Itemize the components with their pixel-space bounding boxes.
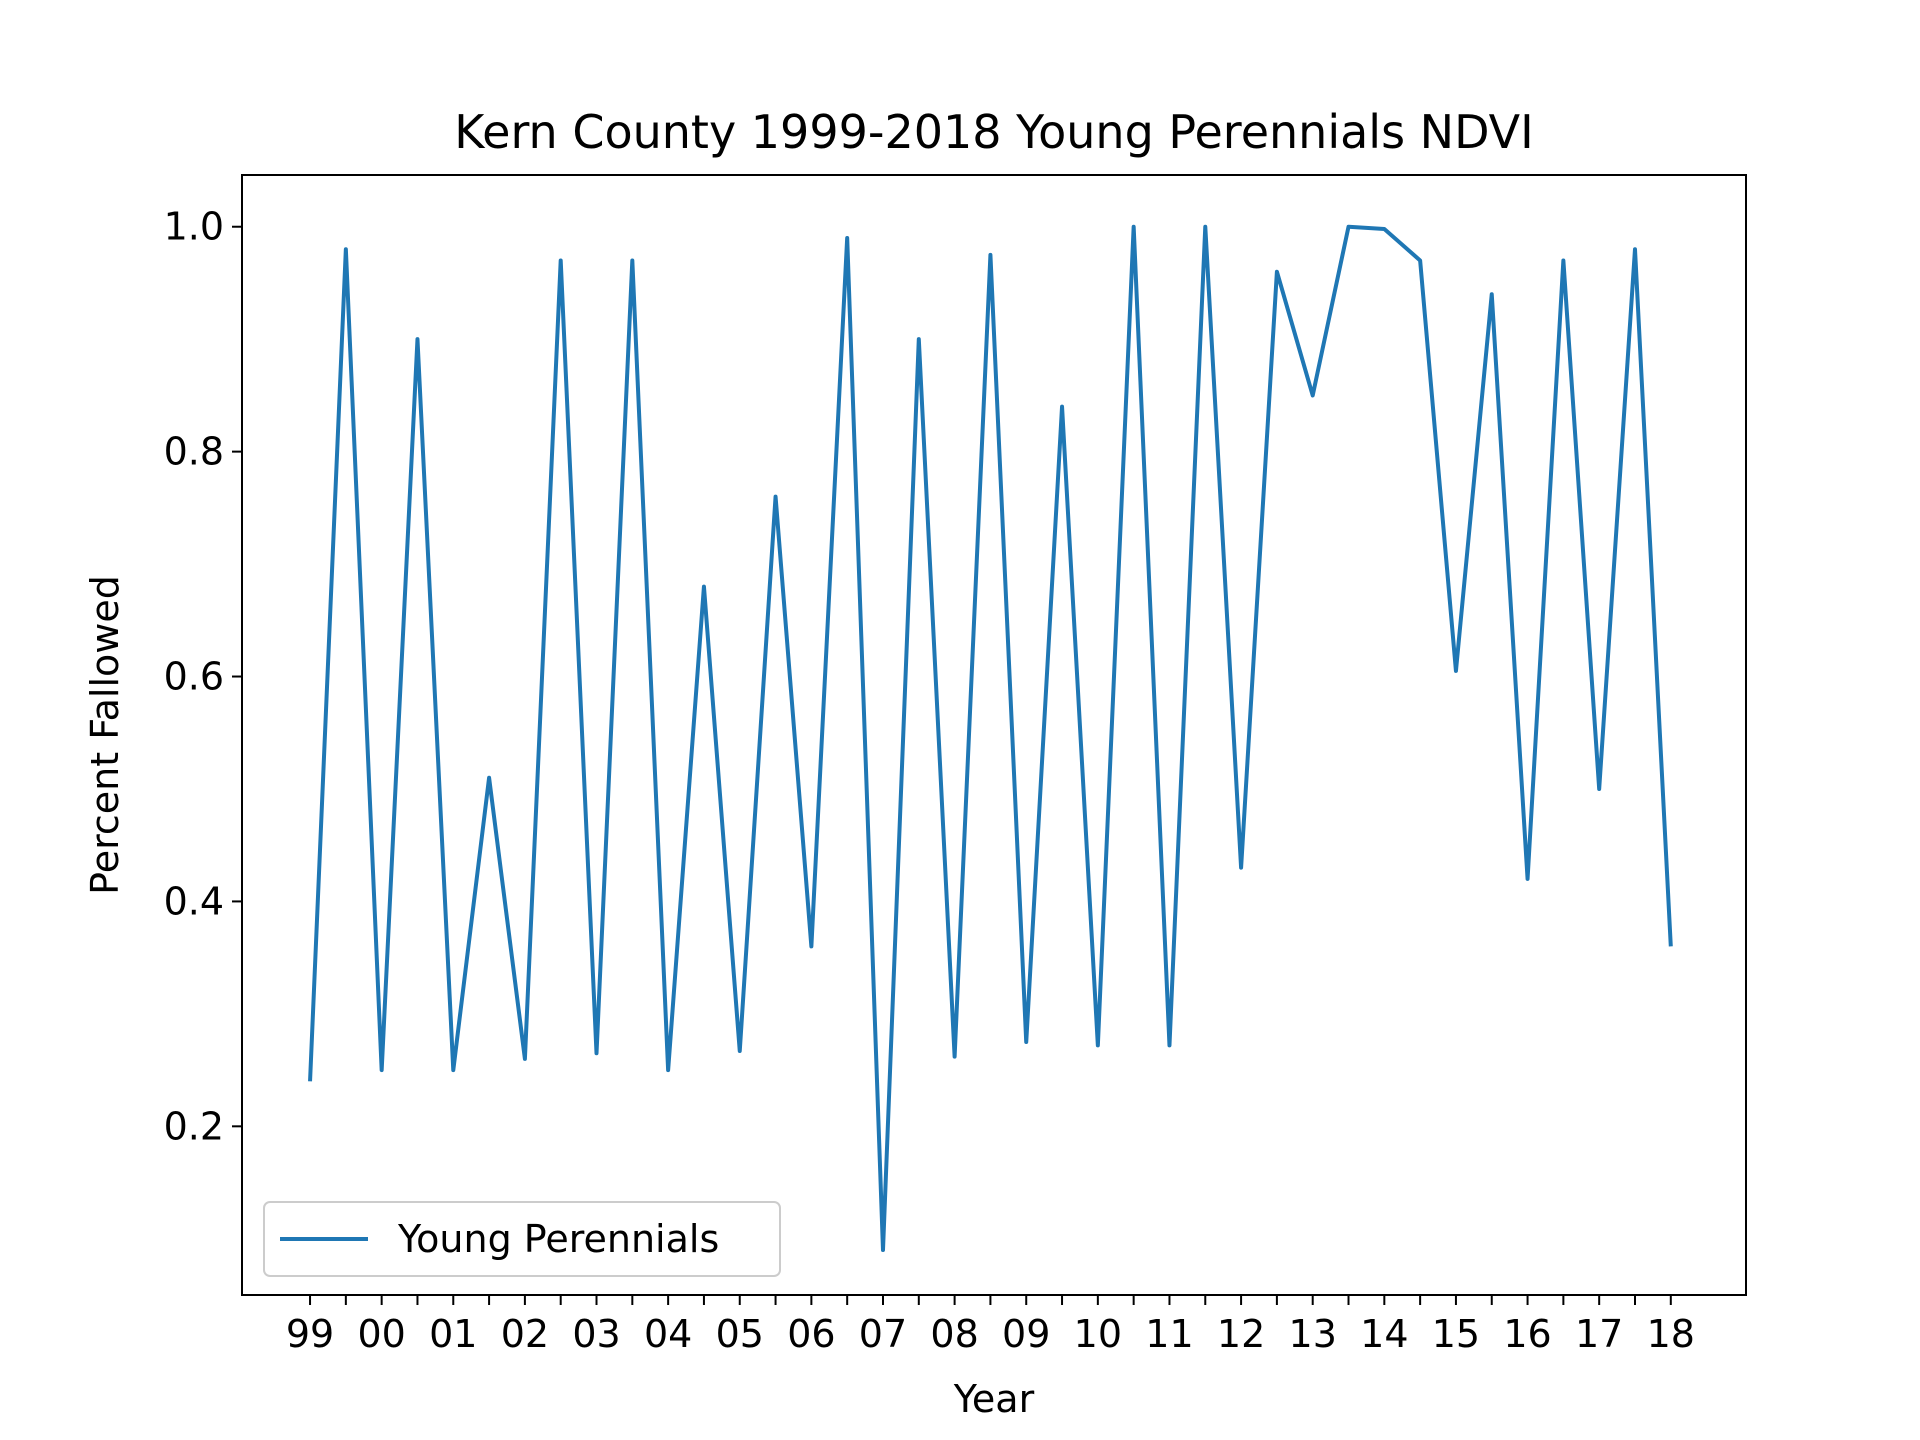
legend-label: Young Perennials	[397, 1217, 719, 1261]
y-axis: 0.2 0.4 0.6 0.8 1.0	[164, 205, 242, 1148]
x-tick-label: 00	[357, 1312, 405, 1356]
x-tick-label: 99	[286, 1312, 334, 1356]
x-tick-label: 10	[1074, 1312, 1122, 1356]
x-tick-label: 15	[1432, 1312, 1480, 1356]
x-tick-label: 07	[859, 1312, 907, 1356]
x-tick-label: 06	[787, 1312, 835, 1356]
legend-box	[263, 1201, 781, 1277]
x-tick-label: 16	[1503, 1312, 1551, 1356]
x-tick-label: 08	[930, 1312, 978, 1356]
x-tick-label: 17	[1575, 1312, 1623, 1356]
chart-title: Kern County 1999-2018 Young Perennials N…	[454, 105, 1533, 159]
y-tick-label: 0.2	[164, 1104, 224, 1148]
x-axis: 99 00 01 02 03 04 05 06 07 08 09 10 11 12 13 14 15 16 17 18	[286, 1295, 1695, 1356]
y-tick-label: 1.0	[164, 205, 224, 249]
axes-frame	[241, 174, 1747, 1296]
y-tick-label: 0.6	[164, 655, 224, 699]
legend: Young Perennials	[263, 1201, 781, 1277]
y-tick-label: 0.8	[164, 430, 224, 474]
y-tick-label: 0.4	[164, 879, 224, 923]
x-tick-label: 02	[501, 1312, 549, 1356]
x-tick-label: 01	[429, 1312, 477, 1356]
x-tick-label: 09	[1002, 1312, 1050, 1356]
x-tick-label: 18	[1647, 1312, 1695, 1356]
x-tick-label: 14	[1360, 1312, 1408, 1356]
x-tick-label: 13	[1289, 1312, 1337, 1356]
y-axis-label: Percent Fallowed	[83, 575, 127, 895]
series-line-0	[308, 224, 1673, 1253]
x-tick-label: 12	[1217, 1312, 1265, 1356]
x-tick-label: 04	[644, 1312, 692, 1356]
x-tick-label: 05	[716, 1312, 764, 1356]
x-tick-label: 03	[572, 1312, 620, 1356]
plot-area	[308, 224, 1673, 1253]
x-axis-label: Year	[953, 1377, 1035, 1421]
x-tick-label: 11	[1145, 1312, 1193, 1356]
